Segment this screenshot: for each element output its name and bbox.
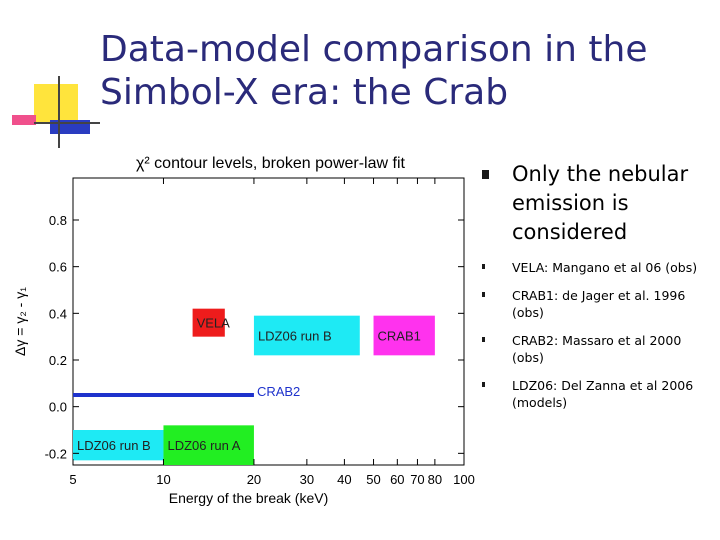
line-label-0: CRAB2 [257,384,300,399]
x-tick-label-9: 100 [453,472,475,487]
decor-yellow-square [34,84,78,122]
sub-bullet-text: CRAB1: de Jager et al. 1996 (obs) [512,288,686,320]
title-line-2: Simbol-X era: the Crab [100,72,509,113]
region-label-0: VELA [197,316,231,331]
y-tick-label-5: 0.8 [49,213,67,228]
x-tick-label-6: 60 [390,472,404,487]
y-tick-label-3: 0.4 [49,306,67,321]
slide-title: Data-model comparison in the Simbol-X er… [100,28,710,114]
x-tick-label-7: 70 [410,472,424,487]
decor-horizontal-line [34,122,100,124]
y-tick-label-4: 0.6 [49,260,67,275]
bullet-marker [482,382,485,387]
y-tick-label-1: 0.0 [49,400,67,415]
sub-bullet-list: VELA: Mangano et al 06 (obs) CRAB1: de J… [478,259,714,411]
bullet-marker [482,170,489,179]
chart-title: χ² contour levels, broken power-law fit [136,155,406,172]
bullet-marker [482,292,485,297]
sub-bullet-text: LDZ06: Del Zanna et al 2006 (models) [512,378,694,410]
main-bullet-text: Only the nebular emission is considered [512,162,689,244]
sub-bullet-vela: VELA: Mangano et al 06 (obs) [478,259,714,276]
bullet-marker [482,337,485,342]
region-label-1: LDZ06 run B [258,329,332,344]
y-tick-label-0: -0.2 [45,446,67,461]
sub-bullet-text: CRAB2: Massaro et al 2000 (obs) [512,333,682,365]
decor-vertical-line [58,76,60,148]
region-label-3: LDZ06 run B [77,438,151,453]
region-4 [163,425,254,465]
x-tick-label-1: 10 [156,472,170,487]
region-0 [192,308,225,337]
bullet-marker [482,264,485,269]
sub-bullet-crab1: CRAB1: de Jager et al. 1996 (obs) [478,287,714,321]
region-2 [373,315,435,356]
x-axis-label: Energy of the break (keV) [169,490,329,506]
title-line-1: Data-model comparison in the [100,29,648,70]
x-tick-label-0: 5 [69,472,76,487]
region-3 [73,430,164,461]
decor-pink-square [12,115,36,125]
sub-bullet-ldz06: LDZ06: Del Zanna et al 2006 (models) [478,377,714,411]
x-tick-label-5: 50 [366,472,380,487]
x-tick-label-3: 30 [300,472,314,487]
x-tick-label-2: 20 [247,472,261,487]
x-tick-label-4: 40 [337,472,351,487]
y-tick-label-2: 0.2 [49,353,67,368]
x-tick-label-8: 80 [428,472,442,487]
chi2-contour-chart: VELA LDZ06 run B CRAB1 LDZ06 run B LDZ06 run… [12,155,475,506]
region-label-2: CRAB1 [378,329,421,344]
main-bullet: Only the nebular emission is considered [478,160,714,247]
sub-bullet-text: VELA: Mangano et al 06 (obs) [512,260,698,275]
region-1 [253,315,360,356]
region-label-4: LDZ06 run A [167,438,240,453]
bullet-list: Only the nebular emission is considered … [478,160,714,422]
sub-bullet-crab2: CRAB2: Massaro et al 2000 (obs) [478,332,714,366]
y-axis-label: Δγ = γ₂ - γ₁ [12,287,28,356]
